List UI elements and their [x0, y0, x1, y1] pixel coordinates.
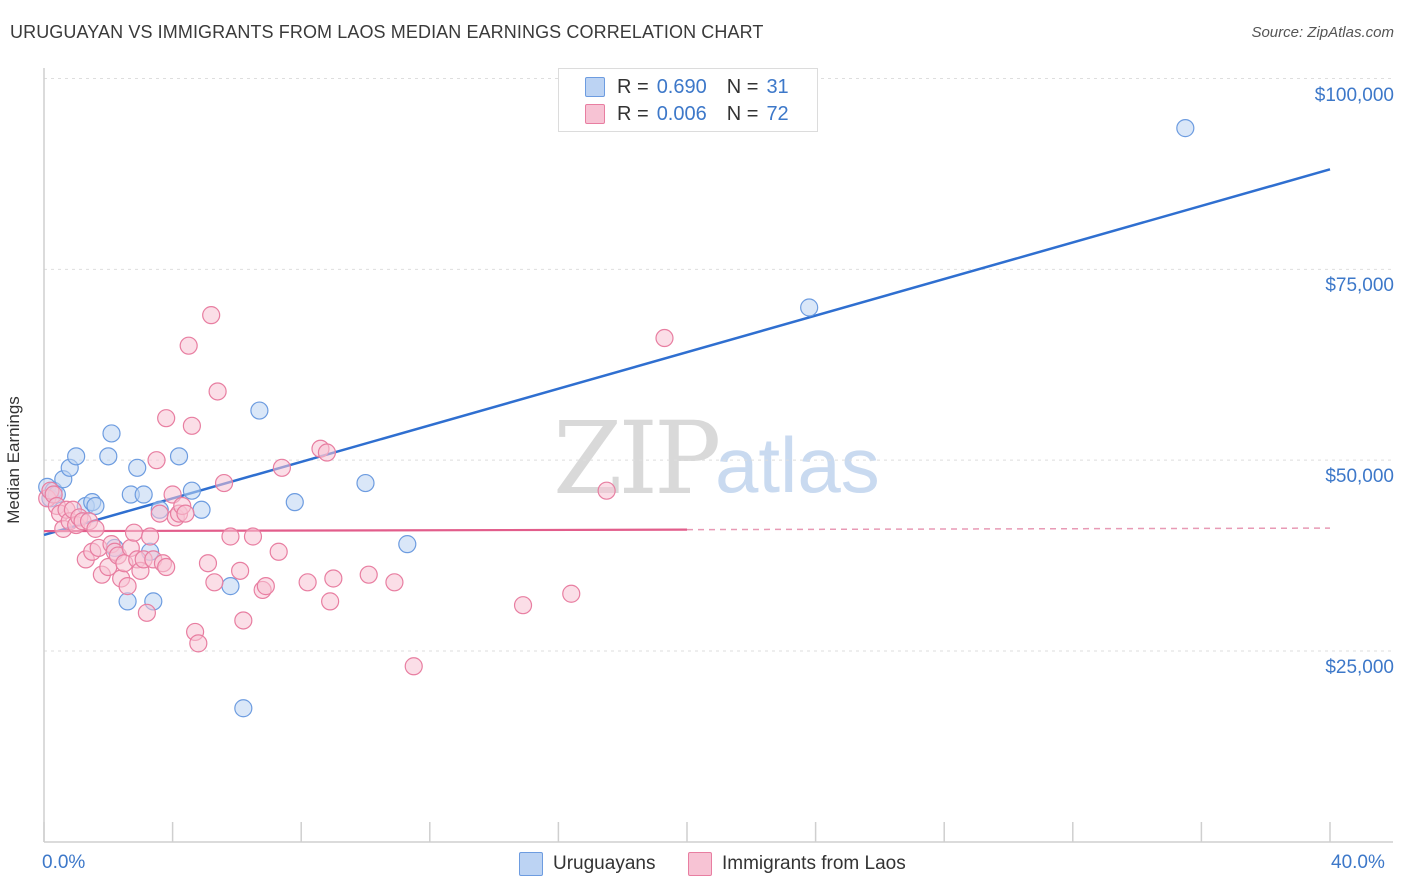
watermark-atlas: atlas [715, 421, 880, 509]
point-laos [176, 504, 195, 523]
legend-row-laos: R = 0.006 N = 72 [585, 102, 789, 126]
point-laos [118, 577, 137, 596]
point-laos [359, 565, 378, 584]
point-laos [147, 451, 166, 470]
legend-r-value: 0.690 [656, 75, 707, 98]
point-laos [385, 573, 404, 592]
y-tick-label: $50,000 [1325, 466, 1394, 488]
point-laos [205, 573, 224, 592]
point-uruguayans [221, 577, 240, 596]
point-uruguayans [102, 424, 121, 443]
point-laos [202, 306, 221, 325]
point-laos [86, 519, 105, 538]
x-tick-label-min: 0.0% [42, 852, 86, 873]
chart-title: URUGUAYAN VS IMMIGRANTS FROM LAOS MEDIAN… [10, 22, 764, 42]
legend-n-value: 31 [766, 75, 789, 98]
point-laos [234, 611, 253, 630]
point-laos [208, 382, 227, 401]
point-laos [157, 409, 176, 428]
point-laos [179, 336, 198, 355]
point-uruguayans [192, 500, 211, 519]
point-uruguayans [67, 447, 86, 466]
legend-series-label: Immigrants from Laos [722, 853, 906, 874]
legend-swatch-laos [688, 852, 712, 876]
y-tick-label: $75,000 [1325, 275, 1394, 297]
legend-swatch-laos [585, 104, 605, 124]
point-uruguayans [250, 401, 269, 420]
point-laos [140, 527, 160, 546]
y-tick-label: $25,000 [1325, 657, 1394, 678]
point-laos [272, 458, 292, 477]
point-uruguayans [356, 473, 375, 493]
point-laos [256, 577, 275, 596]
point-laos [298, 573, 317, 592]
point-uruguayans [285, 493, 304, 512]
x-tick-label-max: 40.0% [1331, 852, 1385, 873]
series-legend-laos: Immigrants from Laos [688, 852, 906, 876]
point-laos [324, 569, 343, 588]
point-laos [269, 542, 288, 561]
correlation-legend: R = 0.690 N = 31 R = 0.006 N = 72 [558, 68, 818, 132]
point-laos [157, 557, 176, 577]
point-laos [404, 657, 423, 676]
point-laos [221, 527, 240, 546]
legend-n-label: N = [726, 102, 759, 125]
point-uruguayans [182, 481, 201, 500]
legend-swatch-uruguayans [519, 852, 543, 876]
point-uruguayans [234, 699, 253, 718]
point-uruguayans [99, 447, 118, 466]
point-laos [124, 523, 144, 542]
trend-line-laos-extension [686, 527, 1331, 531]
point-laos [137, 603, 156, 622]
y-tick-label: $100,000 [1314, 84, 1394, 106]
point-uruguayans [86, 496, 105, 516]
point-uruguayans [118, 592, 137, 611]
point-laos [317, 443, 337, 462]
point-uruguayans [169, 447, 189, 466]
point-laos [562, 584, 581, 603]
point-laos [513, 596, 533, 615]
point-uruguayans [398, 535, 417, 554]
point-laos [182, 416, 201, 435]
point-laos [597, 481, 616, 500]
trend-line-uruguayans [43, 168, 1331, 537]
point-laos [198, 554, 218, 573]
point-laos [214, 473, 234, 493]
legend-n-label: N = [726, 75, 759, 98]
data-points [38, 119, 1195, 718]
axes [43, 68, 1393, 843]
point-uruguayans [134, 485, 153, 504]
legend-swatch-uruguayans [585, 77, 605, 97]
point-laos [243, 527, 263, 546]
point-uruguayans [1176, 119, 1195, 138]
point-laos [321, 592, 340, 611]
point-laos [655, 328, 674, 348]
point-laos [189, 634, 208, 653]
legend-r-label: R = [617, 75, 649, 98]
trend-lines [43, 168, 1331, 537]
point-laos [150, 504, 169, 523]
legend-r-value: 0.006 [656, 102, 707, 125]
point-laos [231, 561, 250, 580]
point-uruguayans [800, 298, 819, 317]
point-uruguayans [128, 458, 147, 477]
legend-r-label: R = [617, 102, 649, 125]
source-label: Source: ZipAtlas.com [1251, 24, 1394, 41]
legend-series-label: Uruguayans [553, 853, 656, 874]
legend-n-value: 72 [766, 102, 789, 125]
legend-row-uruguayans: R = 0.690 N = 31 [585, 75, 789, 99]
series-legend-uruguayans: Uruguayans [519, 852, 655, 876]
watermark-zip: ZIP [553, 400, 721, 517]
